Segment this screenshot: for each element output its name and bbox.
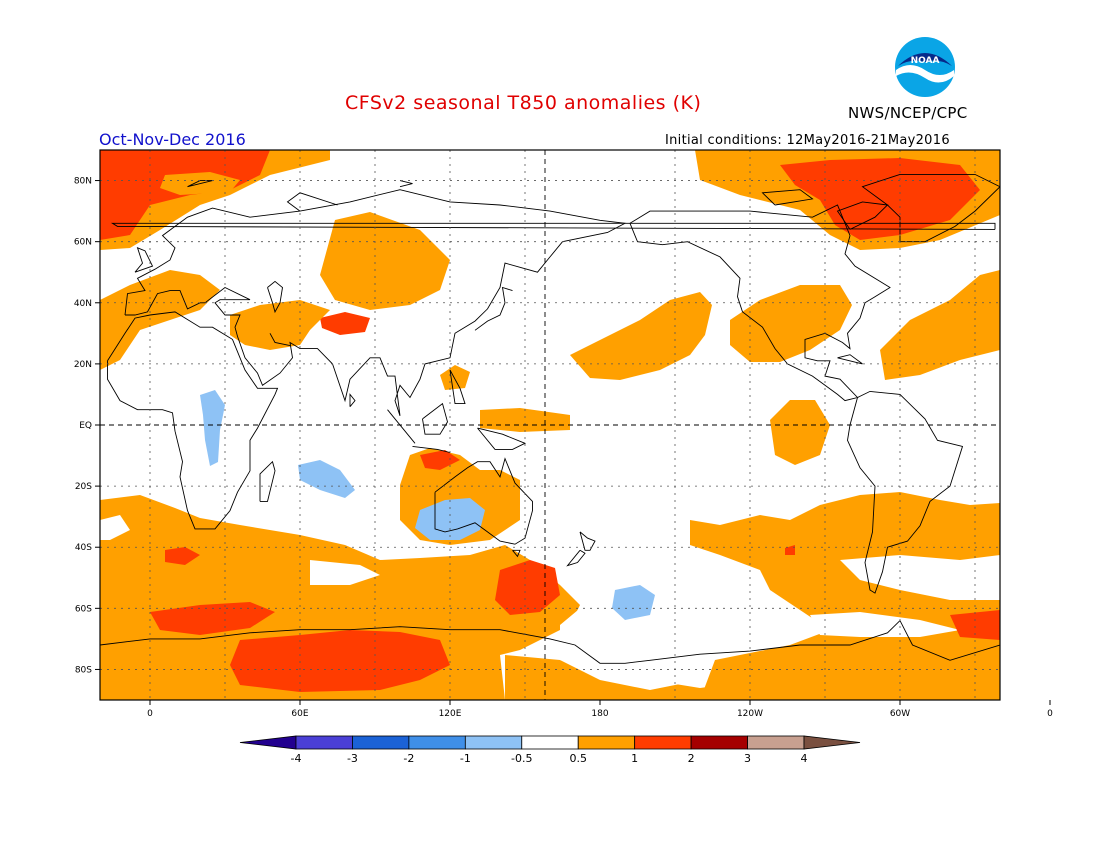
initial-conditions-label: Initial conditions: 12May2016-21May2016 xyxy=(665,133,950,148)
lon-tick-label: 0 xyxy=(147,709,153,719)
colorbar-min-arrow xyxy=(239,735,297,750)
coastline-segment xyxy=(847,390,964,594)
coastline-segment xyxy=(387,409,416,444)
lat-tick-label: 60N xyxy=(74,238,92,248)
lat-tick-label: 80S xyxy=(75,665,92,675)
coastline-segment xyxy=(629,204,891,402)
lon-tick-label: 120E xyxy=(439,709,462,719)
colorbar-bin xyxy=(464,735,523,750)
colorbar-bin xyxy=(295,735,353,750)
coastline-segment xyxy=(267,280,283,314)
south-pacific-cool xyxy=(612,585,655,620)
longitude-axis: 0 60E 120E 180 120W 60W 0 xyxy=(147,700,1053,719)
coastline-segment xyxy=(861,173,1000,243)
lon-tick-label: 60E xyxy=(291,709,308,719)
coastline-segment xyxy=(269,333,291,347)
lat-tick-label: 40N xyxy=(74,299,92,309)
coastline-segment-wrap xyxy=(1025,190,1100,416)
lat-tick-label: EQ xyxy=(79,421,92,431)
coastline-segment xyxy=(566,549,586,567)
coastline-segment xyxy=(434,457,533,545)
coastline-segment xyxy=(474,286,513,331)
colorbar-tick-label: 1 xyxy=(631,752,638,765)
lon-tick-label: 0 xyxy=(1047,709,1053,719)
colorbar-bin xyxy=(634,735,692,750)
new-zealand-south-warm xyxy=(495,560,560,615)
east-africa-cool xyxy=(200,390,225,466)
coastline-segment xyxy=(399,180,413,188)
lat-tick-label: 20S xyxy=(75,482,92,492)
lat-tick-label: 80N xyxy=(74,177,92,187)
colorbar-bin xyxy=(521,735,579,750)
season-label: Oct-Nov-Dec 2016 xyxy=(99,130,246,149)
colorbar-tick-label: -1 xyxy=(460,752,471,765)
tibet-warm xyxy=(320,312,370,335)
coastline-segment xyxy=(107,311,279,530)
colorbar-bin xyxy=(408,735,466,750)
coastline-segment xyxy=(100,619,1000,664)
lon-tick-label: 120W xyxy=(737,709,763,719)
coastline-segment xyxy=(134,247,154,273)
colorbar-bin xyxy=(352,735,410,750)
coastlines xyxy=(100,173,1100,664)
latitude-axis: 80N 60N 40N 20N EQ 20S 40S 60S 80S xyxy=(74,177,100,675)
coastline-segment xyxy=(412,445,451,453)
colorbar-tick-label: 2 xyxy=(688,752,695,765)
lat-tick-label: 60S xyxy=(75,604,92,614)
lon-tick-label: 60W xyxy=(890,709,910,719)
colorbar: -4 -3 -2 -1 -0.5 0.5 1 2 3 4 xyxy=(239,735,861,765)
colorbar-tick-label: 4 xyxy=(801,752,808,765)
colorbar-tick-label: -3 xyxy=(347,752,358,765)
coastline-segment xyxy=(477,427,527,450)
lat-tick-label: 20N xyxy=(74,360,92,370)
arctic-atlantic-warm xyxy=(100,150,270,240)
agency-label: NWS/NCEP/CPC xyxy=(848,104,968,122)
colorbar-bin xyxy=(690,735,748,750)
colorbar-tick-label: -4 xyxy=(291,752,302,765)
colorbar-tick-label: 0.5 xyxy=(569,752,587,765)
colorbar-tick-label: -2 xyxy=(403,752,414,765)
southern-ocean-warm-band xyxy=(100,495,580,700)
coastline-segment-wrap xyxy=(1008,312,1100,529)
coastline-segment xyxy=(349,393,356,407)
logo-text: NOAA xyxy=(911,56,940,66)
noaa-logo: NOAA xyxy=(895,37,955,97)
coastline-segment xyxy=(110,222,996,230)
map-title: CFSv2 seasonal T850 anomalies (K) xyxy=(345,92,702,114)
colorbar-max-arrow xyxy=(803,735,861,750)
lon-tick-label: 180 xyxy=(591,709,608,719)
coastline-segment xyxy=(422,402,448,435)
coastline-segment xyxy=(259,460,276,502)
colorbar-tick-label: -0.5 xyxy=(511,752,532,765)
australia-cool xyxy=(415,498,485,540)
lat-tick-label: 40S xyxy=(75,543,92,553)
coastline-segment xyxy=(836,201,889,230)
colorbar-tick-label: 3 xyxy=(744,752,751,765)
coastline-segment xyxy=(512,549,521,558)
coastline-segment xyxy=(286,192,338,212)
coastline-segment xyxy=(837,354,863,365)
antarctic-indian-ocean-warm xyxy=(230,630,450,692)
coastline-segment xyxy=(761,189,814,206)
colorbar-bin xyxy=(747,735,805,750)
colorbar-bin xyxy=(577,735,636,750)
indian-ocean-cool xyxy=(298,460,355,498)
coastline-segment xyxy=(449,369,466,405)
